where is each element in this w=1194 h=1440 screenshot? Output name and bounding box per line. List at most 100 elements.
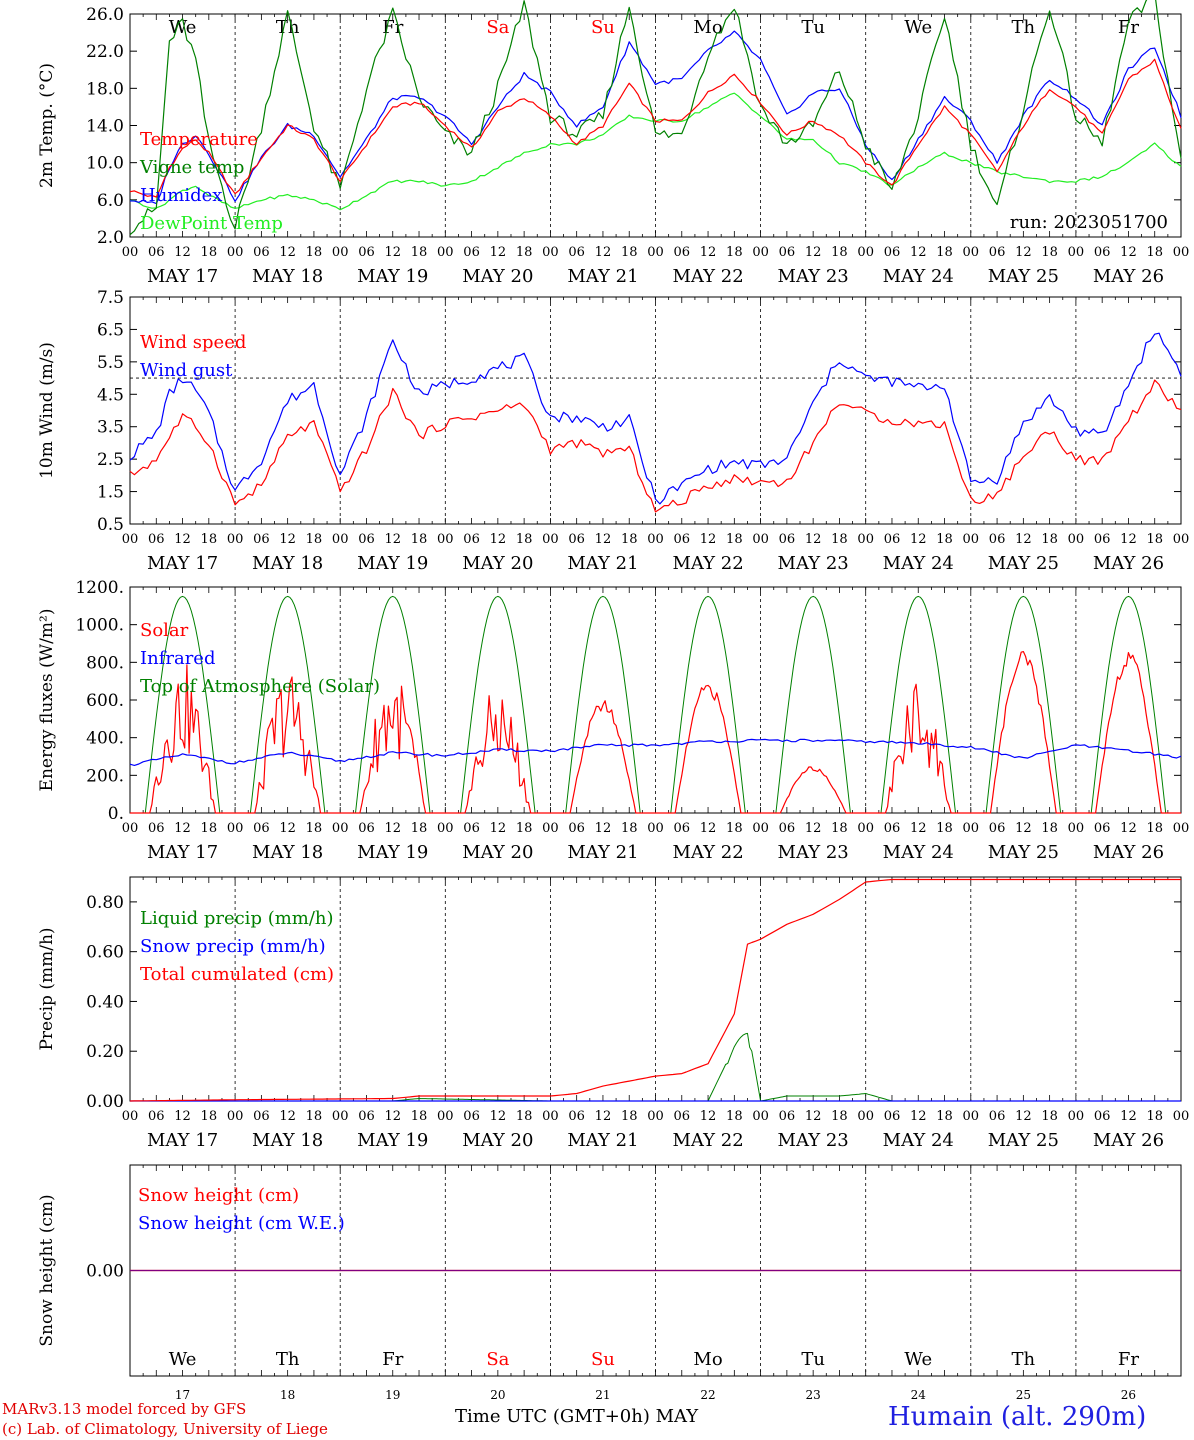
y-tick-label: 0. — [108, 804, 124, 824]
legend-wind: Wind gust — [140, 360, 233, 381]
hour-tick-label: 06 — [253, 532, 270, 547]
hour-tick-label: 00 — [332, 532, 349, 547]
hour-tick-label: 00 — [122, 245, 139, 260]
y-tick-label: 600. — [86, 691, 124, 711]
hour-tick-label: 12 — [384, 821, 401, 836]
hour-tick-label: 00 — [122, 532, 139, 547]
day-number-label: 20 — [490, 1388, 505, 1402]
hour-tick-label: 12 — [1120, 245, 1137, 260]
hour-tick-label: 06 — [674, 532, 691, 547]
lab-credit: (c) Lab. of Climatology, University of L… — [2, 1420, 328, 1438]
hour-tick-label: 18 — [831, 532, 848, 547]
hour-tick-label: 06 — [358, 1109, 375, 1124]
hour-tick-label: 00 — [963, 821, 980, 836]
hour-tick-label: 06 — [989, 532, 1006, 547]
series-wind-gust — [129, 332, 1182, 505]
legend-wind: Wind speed — [140, 332, 246, 353]
hour-tick-label: 18 — [936, 1109, 953, 1124]
legend-precip: Snow precip (mm/h) — [140, 936, 326, 957]
hour-tick-label: 18 — [516, 245, 533, 260]
hour-tick-label: 06 — [989, 245, 1006, 260]
day-label: MAY 23 — [778, 842, 849, 863]
run-annotation: run: 2023051700 — [1010, 212, 1168, 233]
hour-tick-label: 00 — [1173, 245, 1190, 260]
hour-tick-label: 18 — [726, 821, 743, 836]
y-tick-label: 1000. — [75, 616, 124, 636]
hour-tick-label: 06 — [148, 245, 165, 260]
hour-tick-label: 18 — [306, 1109, 323, 1124]
y-tick-label: 1.5 — [97, 483, 124, 503]
hour-tick-label: 18 — [1041, 1109, 1058, 1124]
day-label: MAY 19 — [357, 266, 428, 287]
hour-tick-label: 06 — [358, 821, 375, 836]
hour-tick-label: 00 — [1068, 245, 1085, 260]
hour-tick-label: 12 — [279, 532, 296, 547]
hour-tick-label: 00 — [1173, 1109, 1190, 1124]
y-tick-label: 6.5 — [97, 320, 124, 340]
series-liquid-precip — [130, 1032, 1181, 1102]
hour-tick-label: 00 — [963, 1109, 980, 1124]
weekday-label: Su — [591, 1349, 615, 1370]
hour-tick-label: 06 — [884, 1109, 901, 1124]
legend-flux: Solar — [140, 620, 189, 641]
y-tick-label: 2.0 — [97, 228, 124, 248]
hour-tick-label: 06 — [463, 532, 480, 547]
hour-tick-label: 06 — [253, 245, 270, 260]
y-tick-label: 800. — [86, 653, 124, 673]
hour-tick-label: 18 — [411, 245, 428, 260]
day-label: MAY 21 — [567, 1130, 638, 1151]
hour-tick-label: 18 — [621, 821, 638, 836]
series-solar — [130, 650, 1181, 814]
y-tick-label: 0.40 — [86, 992, 124, 1012]
y-tick-label: 0.5 — [97, 515, 124, 535]
hour-tick-label: 00 — [437, 1109, 454, 1124]
hour-tick-label: 06 — [884, 245, 901, 260]
weekday-label: Tu — [801, 1349, 825, 1370]
day-label: MAY 22 — [672, 553, 743, 574]
hour-tick-label: 12 — [1015, 532, 1032, 547]
hour-tick-label: 06 — [989, 821, 1006, 836]
day-number-label: 23 — [806, 1388, 821, 1402]
hour-tick-label: 18 — [1041, 245, 1058, 260]
series-temperature — [129, 58, 1182, 198]
hour-tick-label: 18 — [201, 532, 218, 547]
legend-temp: DewPoint Temp — [140, 213, 283, 234]
hour-tick-label: 12 — [1120, 821, 1137, 836]
hour-tick-label: 12 — [700, 1109, 717, 1124]
hour-tick-label: 00 — [332, 821, 349, 836]
hour-tick-label: 00 — [647, 1109, 664, 1124]
day-label: MAY 18 — [252, 266, 323, 287]
hour-tick-label: 12 — [1120, 1109, 1137, 1124]
hour-tick-label: 18 — [1146, 821, 1163, 836]
hour-tick-label: 12 — [174, 532, 191, 547]
hour-tick-label: 12 — [595, 532, 612, 547]
hour-tick-label: 00 — [542, 245, 559, 260]
hour-tick-label: 00 — [857, 821, 874, 836]
hour-tick-label: 00 — [332, 245, 349, 260]
day-label: MAY 20 — [462, 266, 533, 287]
hour-tick-label: 12 — [279, 821, 296, 836]
weekday-label: Sa — [486, 17, 509, 38]
day-label: MAY 26 — [1093, 553, 1164, 574]
hour-tick-label: 12 — [910, 1109, 927, 1124]
day-label: MAY 23 — [778, 1130, 849, 1151]
hour-tick-label: 06 — [568, 821, 585, 836]
hour-tick-label: 18 — [1146, 532, 1163, 547]
legend-snow: Snow height (cm W.E.) — [138, 1213, 345, 1234]
hour-tick-label: 06 — [884, 821, 901, 836]
hour-tick-label: 18 — [516, 821, 533, 836]
hour-tick-label: 12 — [805, 245, 822, 260]
y-axis-label-precip: Precip (mm/h) — [37, 927, 57, 1050]
hour-tick-label: 12 — [490, 821, 507, 836]
hour-tick-label: 00 — [332, 1109, 349, 1124]
hour-tick-label: 18 — [201, 245, 218, 260]
hour-tick-label: 06 — [148, 1109, 165, 1124]
hour-tick-label: 00 — [227, 1109, 244, 1124]
hour-tick-label: 06 — [253, 821, 270, 836]
y-tick-label: 6.0 — [97, 191, 124, 211]
hour-tick-label: 06 — [148, 532, 165, 547]
hour-tick-label: 18 — [831, 1109, 848, 1124]
hour-tick-label: 06 — [463, 245, 480, 260]
day-label: MAY 26 — [1093, 266, 1164, 287]
day-label: MAY 20 — [462, 1130, 533, 1151]
